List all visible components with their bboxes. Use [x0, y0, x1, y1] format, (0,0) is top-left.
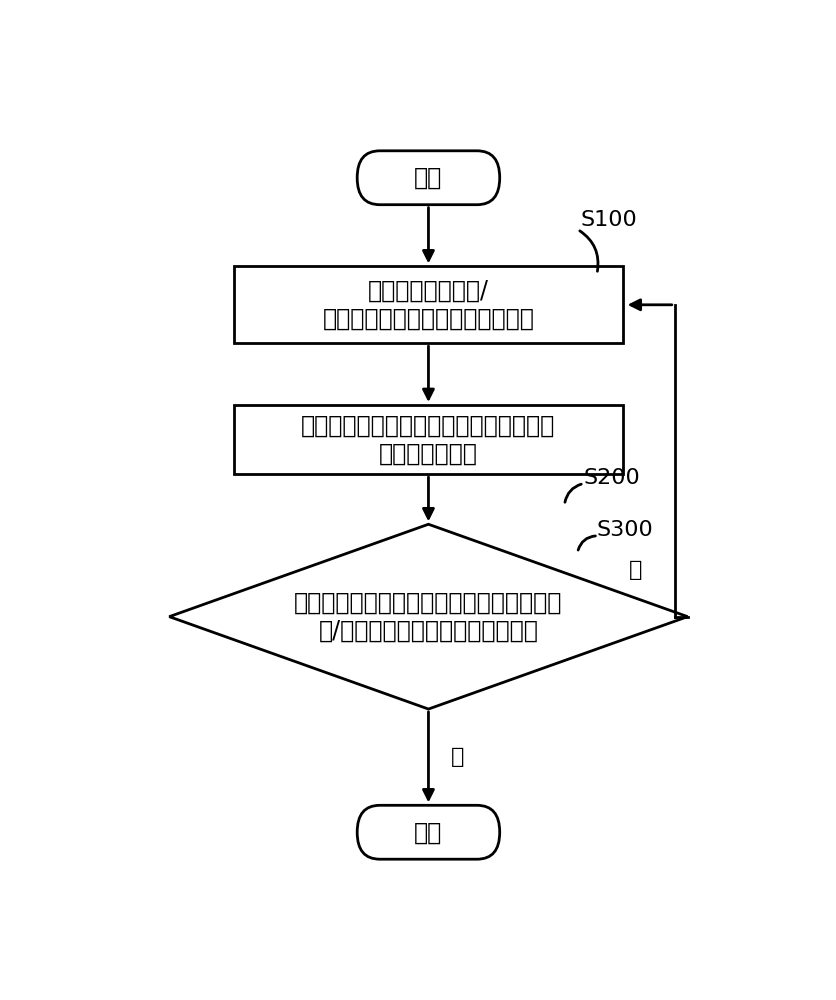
Text: S300: S300 [597, 520, 654, 540]
Text: S100: S100 [581, 210, 638, 230]
Text: S200: S200 [584, 468, 640, 488]
Text: 否: 否 [630, 560, 642, 580]
FancyBboxPatch shape [234, 266, 623, 343]
Text: 根据所述电气参数，调整供电端线圈在水
平方向上的位置: 根据所述电气参数，调整供电端线圈在水 平方向上的位置 [301, 414, 556, 465]
Text: 开始: 开始 [415, 166, 442, 190]
Text: 获取供电端线圈和/
或车辆端线圈充电相关的电气参数: 获取供电端线圈和/ 或车辆端线圈充电相关的电气参数 [323, 279, 534, 331]
FancyBboxPatch shape [357, 805, 500, 859]
FancyBboxPatch shape [357, 151, 500, 205]
Text: 判断所述电气参数值是否达到预设电气阈值
和/或调整次数是否达到预设最大值: 判断所述电气参数值是否达到预设电气阈值 和/或调整次数是否达到预设最大值 [294, 591, 563, 643]
Text: 结束: 结束 [415, 820, 442, 844]
FancyBboxPatch shape [234, 405, 623, 474]
Polygon shape [169, 524, 687, 709]
Text: 是: 是 [451, 747, 465, 767]
